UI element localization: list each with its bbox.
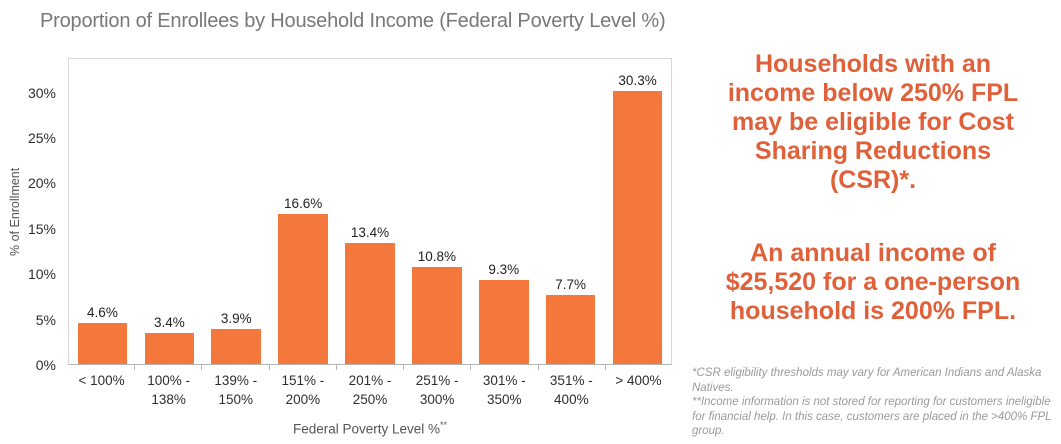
footnotes: *CSR eligibility thresholds may vary for… [692,366,1058,439]
x-axis-title-text: Federal Poverty Level % [292,421,441,437]
footnote-income: **Income information is not stored for r… [692,396,1052,437]
bar-3 [211,328,261,364]
x-category-label: 100% - 138% [147,373,191,407]
x-axis-labels: < 100% 100% - 138% 139% - 150% 151% - 200% 2… [68,371,672,409]
x-category-label: 139% - 150% [214,373,258,407]
x-axis-tick-marks [68,365,672,370]
x-axis-title: Federal Poverty Level %** [68,420,672,437]
x-tick-mark-cell [202,365,270,370]
x-tick-mark-cell [68,365,136,370]
plot-cells: 4.6% 3.4% 3.9% 16.6% 13.4% 10.8% 9.3% 7.7% 30.3% [69,59,671,364]
y-tick-label: 5% [35,311,56,328]
bar-value-label: 7.7% [555,276,587,292]
x-category-label: < 100% [78,373,125,388]
x-tick-mark-cell [337,365,405,370]
bar-cell: 16.6% [270,59,337,364]
x-category-label: 201% - 250% [348,373,392,407]
bar-7 [479,280,529,364]
bar-cell: 9.3% [470,59,537,364]
bar-value-label: 3.4% [153,315,185,331]
x-category-label: 351% - 400% [549,373,593,407]
callout-gap [692,195,1054,239]
bar-cell: 10.8% [403,59,470,364]
bar-value-label: 10.8% [417,248,457,264]
bar-5 [345,243,395,364]
bar-2 [144,333,195,364]
bar-cell: 3.4% [136,59,203,364]
bar-8 [545,294,596,364]
y-axis: 0% 5% 10% 15% 20% 25% 30% [0,58,62,373]
bar-9 [612,90,663,364]
x-category-label: 151% - 200% [281,373,325,407]
x-category-label: 251% - 300% [415,373,459,407]
bar-value-label: 9.3% [488,262,520,278]
x-category-label: > 400% [615,373,662,388]
plot-area: 4.6% 3.4% 3.9% 16.6% 13.4% 10.8% 9.3% 7.7% 30.3% [68,58,672,365]
callout-csr: Households with an income below 250% FPL… [727,50,1019,194]
bar-1 [77,322,128,364]
y-tick-label: 0% [35,357,56,373]
footnote-csr: *CSR eligibility thresholds may vary for… [692,367,1042,394]
bar-value-label: 13.4% [350,225,390,241]
chart-title: Proportion of Enrollees by Household Inc… [40,10,666,32]
bar-cell: 7.7% [537,59,604,364]
x-tick-mark-cell [270,365,337,370]
x-category-label: 301% - 350% [482,373,526,407]
bar-value-label: 3.9% [220,310,252,326]
bar-value-label: 30.3% [618,72,657,88]
x-tick-mark-cell [404,365,472,370]
bar-cell: 30.3% [604,59,671,364]
x-tick-mark-cell [606,365,672,370]
y-tick-label: 20% [27,175,56,192]
y-tick-label: 30% [27,84,56,101]
bar-cell: 3.9% [203,59,270,364]
y-tick-label: 15% [27,220,56,237]
bar-4 [278,214,328,364]
bar-value-label: 4.6% [87,304,118,320]
x-axis-footnote-marker: ** [440,420,448,430]
y-tick-label: 25% [27,129,56,146]
y-tick-label: 10% [27,266,56,283]
bar-value-label: 16.6% [283,196,323,212]
x-tick-mark-cell [539,365,606,370]
bar-cell: 4.6% [69,59,136,364]
x-tick-mark-cell [471,365,539,370]
x-tick-mark-cell [135,365,203,370]
callout-income: An annual income of $25,520 for a one-pe… [725,239,1021,325]
callout-panel: Households with an income below 250% FPL… [692,50,1054,326]
bar-cell: 13.4% [337,59,404,364]
bar-6 [412,266,462,364]
